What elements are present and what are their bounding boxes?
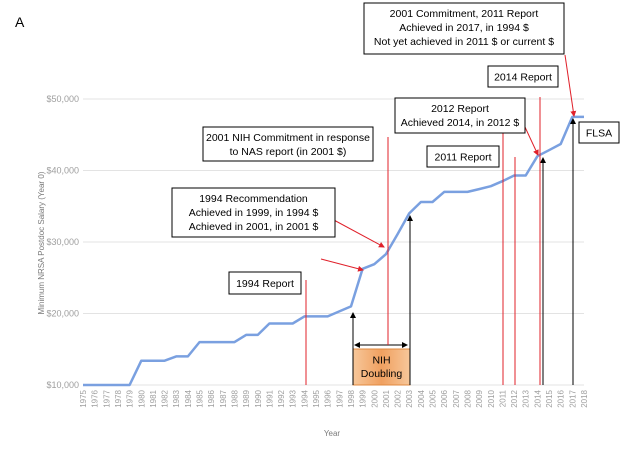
x-tick-label: 1993 <box>289 389 298 407</box>
x-tick-label: 1982 <box>161 389 170 407</box>
x-tick-label: 2004 <box>417 389 426 407</box>
x-tick-label: 1990 <box>254 389 263 407</box>
x-tick-label: 2013 <box>522 389 531 407</box>
x-tick-label: 2008 <box>463 389 472 407</box>
callout-2012-line1: 2012 Report <box>431 103 489 115</box>
x-tick-label: 1996 <box>324 389 333 407</box>
x-tick-label: 2017 <box>568 389 577 407</box>
x-tick-label: 2014 <box>533 389 542 407</box>
y-tick-label: $10,000 <box>46 380 79 390</box>
callout-1994rec-line1: 1994 Recommendation <box>199 193 308 205</box>
series-line-nrsa-salary <box>83 115 584 387</box>
callout-2012-line2: Achieved 2014, in 2012 $ <box>401 117 520 129</box>
x-tick-label: 1988 <box>230 389 239 407</box>
nih-doubling-annotation: NIH Doubling <box>352 342 411 386</box>
y-tick-label: $30,000 <box>46 237 79 247</box>
x-tick-label: 1977 <box>102 389 111 407</box>
y-tick-label: $40,000 <box>46 166 79 176</box>
nih-doubling-box <box>352 348 411 386</box>
nih-doubling-line1: NIH <box>372 355 390 367</box>
x-tick-label: 1980 <box>137 389 146 407</box>
panel-label: A <box>15 14 25 30</box>
x-tick-label: 2003 <box>405 389 414 407</box>
x-tick-label: 2011 <box>498 389 507 407</box>
y-tick-label: $20,000 <box>46 309 79 319</box>
x-tick-label: 1991 <box>265 389 274 407</box>
x-tick-label: 1975 <box>79 389 88 407</box>
arrow-2012-achieved <box>524 126 539 156</box>
x-tick-label: 2010 <box>487 389 496 407</box>
callout-2012-report: 2012 Report Achieved 2014, in 2012 $ <box>394 97 526 134</box>
callout-2014-line1: 2014 Report <box>494 72 552 84</box>
callout-2011-report: 2011 Report <box>426 145 500 168</box>
x-tick-label: 1992 <box>277 389 286 407</box>
callout-2014-report: 2014 Report <box>487 65 559 88</box>
x-tick-label: 2012 <box>510 389 519 407</box>
callout-2001c-line1: 2001 Commitment, 2011 Report <box>390 8 539 20</box>
x-tick-label: 2005 <box>429 389 438 407</box>
callout-nih-line1: 2001 NIH Commitment in response <box>206 132 370 144</box>
callout-2011-line1: 2011 Report <box>434 152 491 164</box>
x-tick-label: 2001 <box>382 389 391 407</box>
x-axis-title: Year <box>324 429 341 438</box>
x-tick-label: 1995 <box>312 389 321 407</box>
arrow-2001-commitment-achieved <box>564 54 577 117</box>
callout-2001c-line2: Achieved in 2017, in 1994 $ <box>399 22 529 34</box>
x-tick-label: 1976 <box>91 389 100 407</box>
callout-1994-recommendation: 1994 Recommendation Achieved in 1999, in… <box>171 187 336 238</box>
x-tick-label: 1979 <box>126 389 135 407</box>
y-tick-labels: $10,000 $20,000 $30,000 $40,000 $50,000 <box>46 94 79 390</box>
callout-flsa-line1: FLSA <box>586 128 612 140</box>
x-tick-label: 2015 <box>545 389 554 407</box>
callout-1994rep-line1: 1994 Report <box>236 278 294 290</box>
x-tick-label: 1983 <box>172 389 181 407</box>
y-tick-label: $50,000 <box>46 94 79 104</box>
x-tick-label: 1989 <box>242 389 251 407</box>
x-tick-label: 2000 <box>370 389 379 407</box>
callout-2001c-line3: Not yet achieved in 2011 $ or current $ <box>374 36 554 48</box>
x-tick-label: 1998 <box>347 389 356 407</box>
callout-flsa: FLSA <box>578 121 620 144</box>
x-tick-label: 1994 <box>300 389 309 407</box>
x-tick-label: 1987 <box>219 389 228 407</box>
callout-1994rec-line3: Achieved in 2001, in 2001 $ <box>189 221 319 233</box>
x-tick-label: 1997 <box>335 389 344 407</box>
x-tick-label: 1978 <box>114 389 123 407</box>
x-tick-label: 2009 <box>475 389 484 407</box>
x-tick-label: 1986 <box>207 389 216 407</box>
grid-lines <box>83 98 584 386</box>
callout-2001-commitment-2011-report: 2001 Commitment, 2011 Report Achieved in… <box>363 2 565 55</box>
x-tick-label: 1985 <box>196 389 205 407</box>
callout-nih-line2: to NAS report (in 2001 $) <box>230 146 347 158</box>
arrow-1994-recommendation <box>320 258 364 272</box>
x-tick-label: 1984 <box>184 389 193 407</box>
x-tick-label: 2002 <box>394 389 403 407</box>
x-tick-label: 2016 <box>557 389 566 407</box>
x-tick-label: 2007 <box>452 389 461 407</box>
y-axis-title: Minimum NRSA Postdoc Salary (Year 0) <box>37 171 46 314</box>
callout-1994rec-line2: Achieved in 1999, in 1994 $ <box>189 207 319 219</box>
callout-2001-nih-commitment: 2001 NIH Commitment in response to NAS r… <box>202 126 374 162</box>
nih-doubling-line2: Doubling <box>361 368 403 380</box>
x-tick-label: 1981 <box>149 389 158 407</box>
callout-1994-report: 1994 Report <box>228 271 302 295</box>
x-tick-label: 1999 <box>359 389 368 407</box>
x-tick-labels: 1975 1976 1977 1978 1979 1980 1981 1982 1983 1984… <box>79 389 589 407</box>
x-tick-label: 2006 <box>440 389 449 407</box>
x-tick-label: 2018 <box>580 389 589 407</box>
arrow-1994-rec-2001 <box>331 218 385 248</box>
